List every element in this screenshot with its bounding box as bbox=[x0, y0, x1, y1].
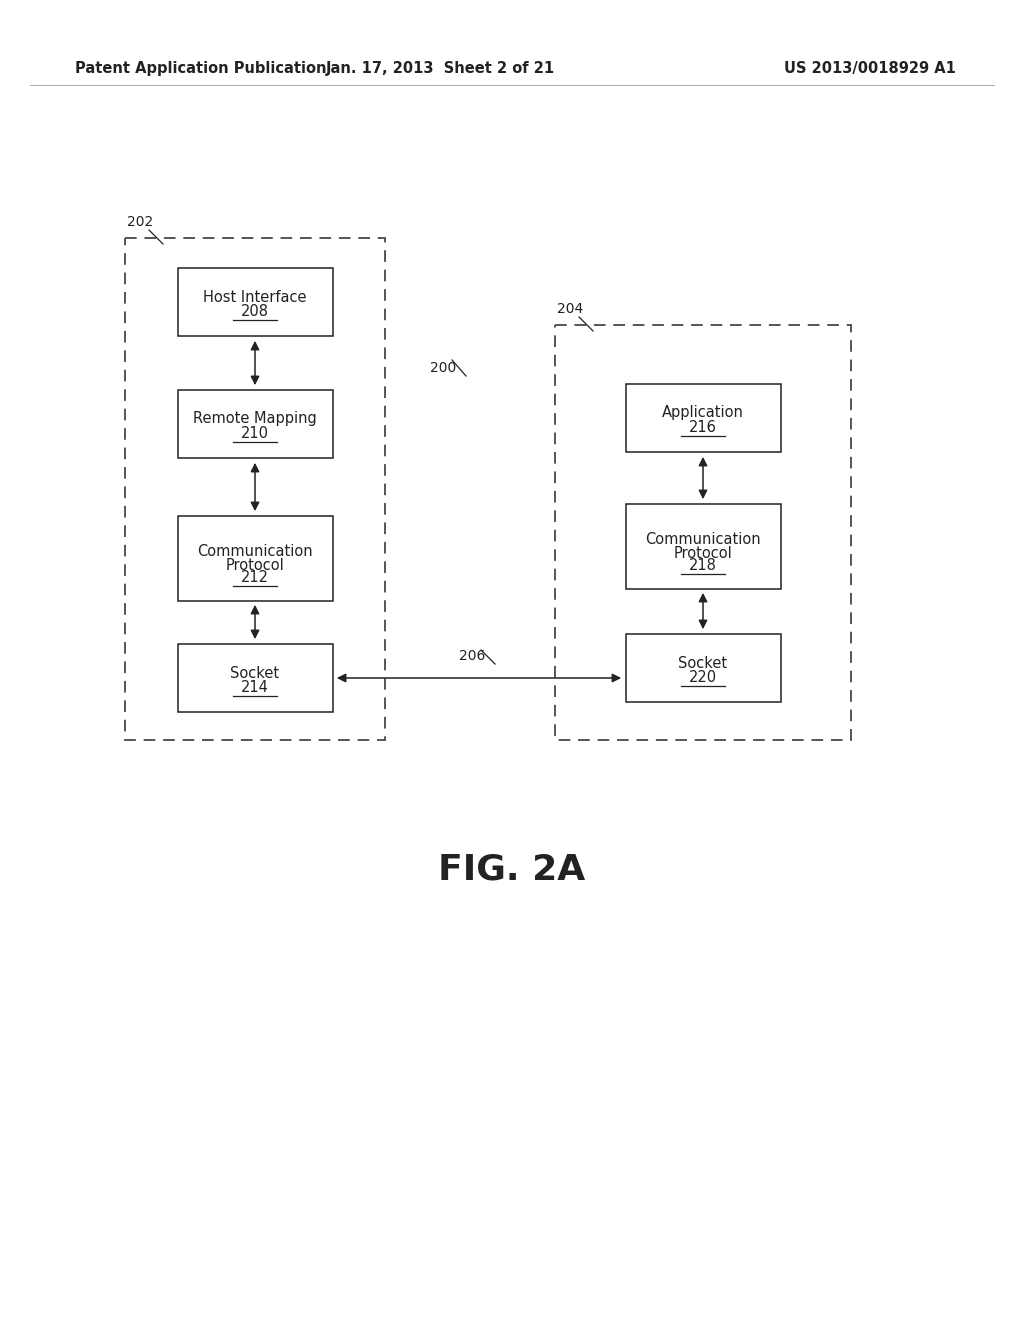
Text: Socket: Socket bbox=[679, 656, 728, 671]
Text: Socket: Socket bbox=[230, 665, 280, 681]
Text: 210: 210 bbox=[241, 426, 269, 441]
Bar bbox=[626, 634, 780, 702]
Text: Patent Application Publication: Patent Application Publication bbox=[75, 61, 327, 75]
Bar bbox=[555, 325, 851, 741]
Text: Communication: Communication bbox=[198, 544, 312, 558]
Text: 218: 218 bbox=[689, 558, 717, 573]
Text: Jan. 17, 2013  Sheet 2 of 21: Jan. 17, 2013 Sheet 2 of 21 bbox=[326, 61, 555, 75]
Text: 212: 212 bbox=[241, 570, 269, 586]
Text: 202: 202 bbox=[127, 215, 154, 228]
Text: Remote Mapping: Remote Mapping bbox=[194, 412, 316, 426]
Bar bbox=[626, 503, 780, 589]
Text: US 2013/0018929 A1: US 2013/0018929 A1 bbox=[784, 61, 956, 75]
Bar bbox=[177, 389, 333, 458]
Text: 206: 206 bbox=[459, 649, 485, 663]
Text: Protocol: Protocol bbox=[674, 545, 732, 561]
Bar bbox=[177, 268, 333, 337]
Text: Application: Application bbox=[663, 405, 744, 421]
Text: 200: 200 bbox=[430, 360, 457, 375]
Bar bbox=[177, 516, 333, 601]
Text: Host Interface: Host Interface bbox=[203, 289, 307, 305]
Bar bbox=[626, 384, 780, 451]
Text: Communication: Communication bbox=[645, 532, 761, 546]
Text: Protocol: Protocol bbox=[225, 557, 285, 573]
Text: 216: 216 bbox=[689, 421, 717, 436]
Text: 220: 220 bbox=[689, 671, 717, 685]
Text: 214: 214 bbox=[241, 681, 269, 696]
Bar bbox=[177, 644, 333, 711]
Text: 208: 208 bbox=[241, 305, 269, 319]
Text: FIG. 2A: FIG. 2A bbox=[438, 853, 586, 887]
Text: 204: 204 bbox=[557, 302, 584, 315]
Bar bbox=[125, 238, 385, 741]
